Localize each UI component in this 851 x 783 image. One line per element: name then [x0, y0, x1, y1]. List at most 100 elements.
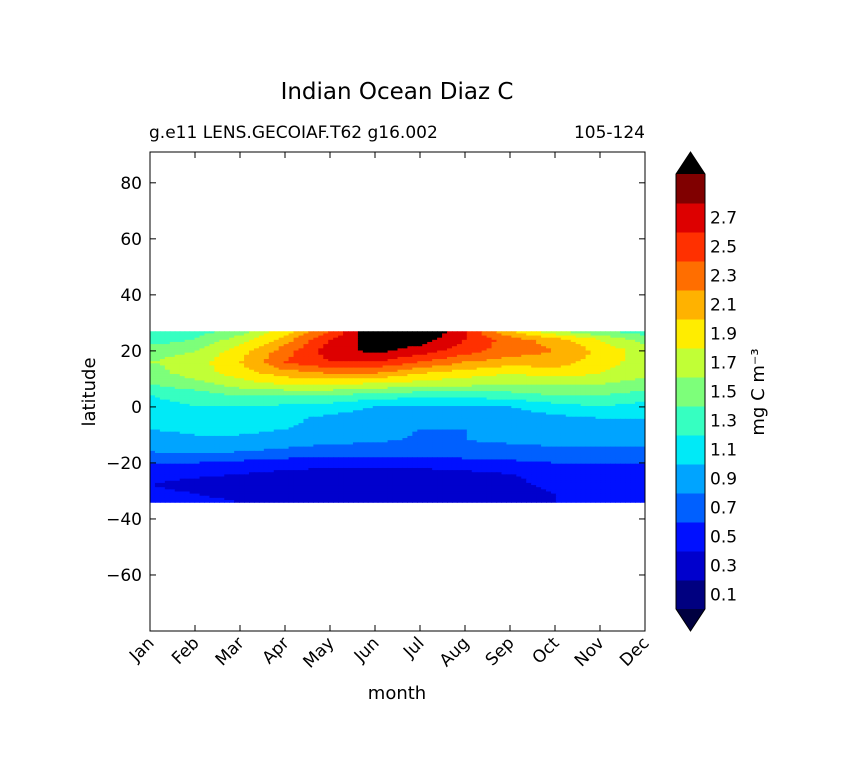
contour-cell: [189, 388, 196, 392]
contour-cell: [209, 399, 215, 403]
contour-cell: [501, 339, 507, 343]
contour-cell: [204, 367, 210, 371]
contour-cell: [338, 359, 344, 362]
contour-cell: [496, 352, 503, 356]
contour-cell: [442, 427, 448, 431]
contour-cell: [640, 420, 645, 424]
contour-cell: [511, 380, 517, 384]
contour-cell: [150, 352, 156, 356]
contour-cell: [343, 420, 349, 424]
contour-cell: [521, 395, 527, 399]
contour-cell: [575, 431, 582, 435]
contour-cell: [461, 435, 468, 439]
contour-cell: [427, 337, 433, 341]
contour-cell: [352, 344, 359, 347]
contour-cell: [580, 339, 587, 343]
contour-cell: [432, 365, 438, 369]
contour-cell: [313, 412, 319, 416]
contour-cell: [486, 382, 493, 386]
contour-cell: [526, 416, 532, 420]
contour-cell: [214, 386, 220, 390]
contour-cell: [263, 395, 270, 399]
contour-cell: [318, 350, 324, 354]
contour-cell: [451, 403, 458, 407]
contour-cell: [496, 359, 503, 362]
contour-cell: [362, 410, 369, 414]
contour-cell: [461, 365, 468, 369]
contour-cell: [392, 337, 399, 341]
contour-cell: [209, 408, 215, 411]
contour-cell: [580, 399, 587, 403]
contour-cell: [268, 425, 275, 428]
contour-cell: [308, 391, 314, 394]
contour-cell: [471, 376, 478, 379]
contour-cell: [427, 331, 433, 335]
contour-cell: [159, 395, 166, 399]
contour-cell: [308, 352, 314, 356]
contour-cell: [278, 376, 285, 379]
contour-cell: [397, 361, 404, 364]
contour-cell: [333, 339, 339, 343]
contour-cell: [481, 376, 488, 379]
contour-cell: [154, 435, 161, 439]
contour-cell: [357, 401, 364, 405]
contour-cell: [258, 373, 265, 377]
contour-cell: [476, 406, 483, 409]
contour-cell: [283, 348, 290, 352]
contour-cell: [605, 429, 611, 433]
contour-cell: [447, 365, 453, 369]
contour-cell: [184, 376, 191, 379]
contour-cell: [536, 346, 542, 349]
contour-cell: [313, 399, 319, 403]
contour-cell: [338, 350, 344, 354]
contour-cell: [273, 367, 280, 371]
contour-cell: [635, 376, 641, 379]
contour-cell: [343, 416, 349, 420]
contour-cell: [204, 339, 210, 343]
contour-cell: [244, 412, 250, 416]
contour-cell: [174, 363, 181, 367]
contour-cell: [417, 335, 423, 339]
contour-cell: [620, 354, 626, 358]
contour-cell: [293, 425, 300, 428]
contour-cell: [442, 388, 448, 392]
contour-cell: [293, 384, 300, 388]
contour-cell: [546, 382, 552, 386]
contour-cell: [164, 391, 171, 394]
contour-cell: [249, 346, 255, 349]
contour-cell: [437, 359, 443, 362]
contour-cell: [630, 346, 636, 349]
contour-cell: [546, 414, 552, 418]
contour-cell: [456, 373, 463, 377]
contour-cell: [565, 425, 572, 428]
contour-cell: [249, 380, 255, 384]
contour-cell: [506, 333, 512, 337]
contour-cell: [486, 410, 493, 414]
contour-cell: [293, 433, 300, 437]
contour-cell: [298, 431, 305, 435]
contour-cell: [194, 388, 201, 392]
contour-cell: [179, 363, 186, 367]
contour-cell: [531, 395, 537, 399]
contour-cell: [526, 384, 532, 388]
contour-cell: [615, 380, 621, 384]
contour-cell: [526, 418, 532, 422]
contour-cell: [283, 356, 290, 360]
contour-cell: [174, 337, 181, 341]
contour-cell: [570, 420, 577, 424]
contour-cell: [630, 408, 636, 411]
contour-cell: [303, 354, 309, 358]
contour-cell: [343, 331, 349, 335]
contour-cell: [268, 386, 275, 390]
contour-cell: [427, 371, 433, 375]
contour-cell: [219, 416, 225, 420]
contour-cell: [565, 408, 572, 411]
contour-cell: [427, 388, 433, 392]
contour-cell: [367, 365, 374, 369]
contour-cell: [288, 361, 295, 364]
contour-cell: [150, 367, 156, 371]
contour-cell: [234, 350, 240, 354]
contour-cell: [397, 369, 404, 373]
contour-cell: [258, 391, 265, 394]
contour-cell: [174, 331, 181, 335]
